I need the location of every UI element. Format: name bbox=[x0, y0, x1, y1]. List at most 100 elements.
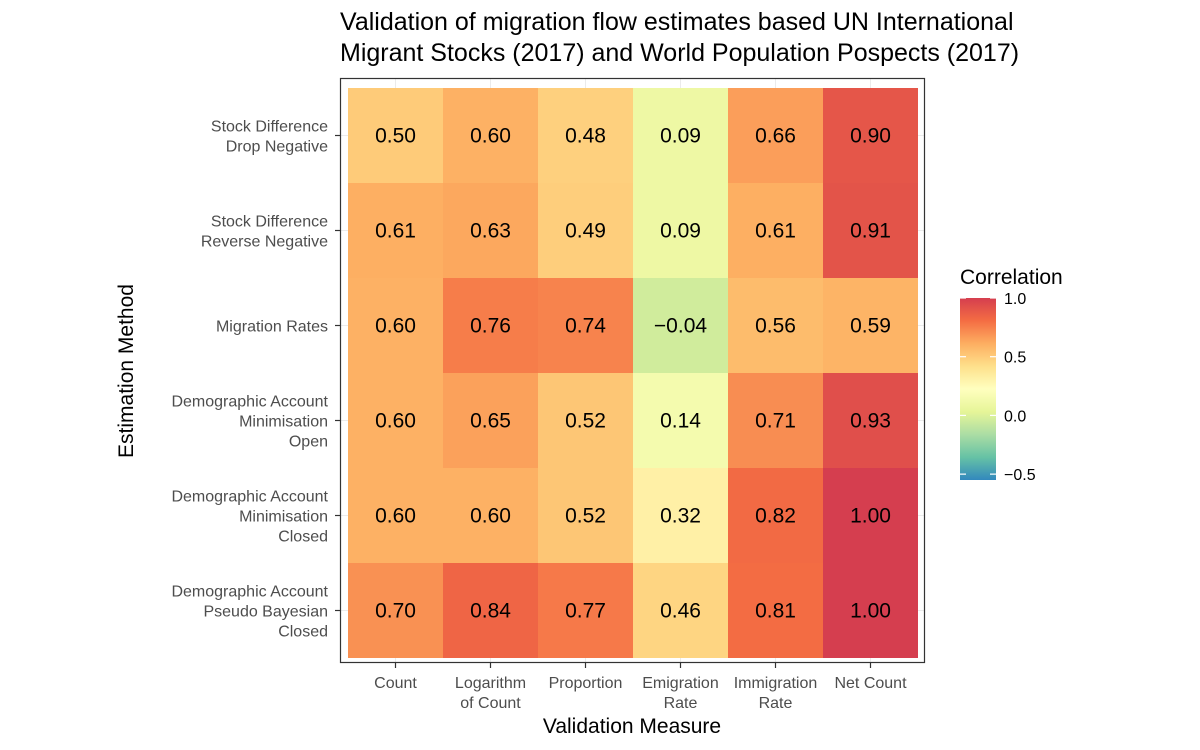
y-tick-label: Closed bbox=[278, 624, 328, 641]
legend-ticks: 1.0 0.5 0.0 −0.5 bbox=[960, 291, 1036, 484]
cell-value-label: 0.60 bbox=[375, 505, 416, 528]
heatmap-cell bbox=[728, 183, 823, 278]
x-tick-label: Emigration bbox=[642, 675, 718, 692]
heatmap-cell bbox=[443, 563, 538, 658]
heatmap-cell bbox=[538, 88, 633, 183]
cell-value-label: 0.61 bbox=[755, 220, 796, 243]
cell-value-label: 0.32 bbox=[660, 505, 701, 528]
heatmap-cell bbox=[728, 468, 823, 563]
heatmap-cell bbox=[728, 278, 823, 373]
x-tick-label: Proportion bbox=[549, 675, 623, 692]
heatmap-cell bbox=[443, 468, 538, 563]
cell-value-label: 0.82 bbox=[755, 505, 796, 528]
heatmap-cell bbox=[633, 563, 728, 658]
x-axis-ticks: Count Logarithm of Count Proportion Emigrati… bbox=[374, 663, 907, 712]
x-tick-label: Logarithm bbox=[455, 675, 526, 692]
y-tick-label: Pseudo Bayesian bbox=[203, 604, 328, 621]
cell-value-label: 0.56 bbox=[755, 315, 796, 338]
cell-value-label: 0.63 bbox=[470, 220, 511, 243]
heatmap-cell bbox=[443, 373, 538, 468]
cell-value-label: 0.81 bbox=[755, 600, 796, 623]
y-tick-label: Stock Difference bbox=[211, 214, 328, 231]
y-tick-label: Minimisation bbox=[239, 509, 328, 526]
heatmap-cell bbox=[538, 183, 633, 278]
y-axis-ticks: Stock Difference Drop Negative Stock Diffe… bbox=[171, 119, 340, 641]
cell-value-label: 0.91 bbox=[850, 220, 891, 243]
heatmap-cell bbox=[348, 88, 443, 183]
cell-value-label: 1.00 bbox=[850, 600, 891, 623]
cell-value-label: 0.09 bbox=[660, 220, 701, 243]
y-tick-label: Drop Negative bbox=[226, 139, 328, 156]
legend-title: Correlation bbox=[960, 266, 1063, 289]
cell-value-label: 0.61 bbox=[375, 220, 416, 243]
cell-value-label: 0.90 bbox=[850, 125, 891, 148]
x-tick-label: of Count bbox=[460, 695, 521, 712]
legend-tick-label: 1.0 bbox=[1004, 291, 1026, 308]
cell-value-label: 0.74 bbox=[565, 315, 606, 338]
x-tick-label: Immigration bbox=[734, 675, 818, 692]
cell-value-label: 0.93 bbox=[850, 410, 891, 433]
legend-colorbar bbox=[960, 298, 996, 480]
cell-value-label: 0.84 bbox=[470, 600, 511, 623]
heatmap-cell bbox=[823, 183, 918, 278]
heatmap-cell bbox=[633, 373, 728, 468]
legend-tick-label: −0.5 bbox=[1004, 467, 1036, 484]
heatmap-cell bbox=[823, 373, 918, 468]
cell-value-label: 0.48 bbox=[565, 125, 606, 148]
y-tick-label: Open bbox=[289, 434, 328, 451]
heatmap-cell bbox=[823, 563, 918, 658]
heatmap-cell bbox=[823, 468, 918, 563]
panel-border bbox=[339, 77, 926, 664]
x-axis-title: Validation Measure bbox=[543, 715, 721, 738]
heatmap-cell bbox=[538, 468, 633, 563]
y-tick-label: Demographic Account bbox=[171, 394, 328, 411]
cell-value-label: 0.59 bbox=[850, 315, 891, 338]
x-tick-label: Net Count bbox=[834, 675, 907, 692]
cell-value-label: −0.04 bbox=[654, 315, 707, 338]
cell-value-label: 0.14 bbox=[660, 410, 701, 433]
legend-tick-label: 0.5 bbox=[1004, 350, 1026, 367]
heatmap-cell bbox=[443, 278, 538, 373]
cell-value-label: 0.60 bbox=[470, 125, 511, 148]
heatmap-cell bbox=[348, 563, 443, 658]
chart-title-line-1: Validation of migration flow estimates b… bbox=[340, 8, 1014, 36]
chart-title-line-2: Migrant Stocks (2017) and World Populati… bbox=[340, 39, 1019, 67]
heatmap-cell bbox=[443, 183, 538, 278]
y-tick-label: Stock Difference bbox=[211, 119, 328, 136]
cell-value-label: 0.71 bbox=[755, 410, 796, 433]
heatmap-cell bbox=[443, 88, 538, 183]
heatmap-cell bbox=[728, 563, 823, 658]
cell-value-label: 0.52 bbox=[565, 410, 606, 433]
x-tick-label: Rate bbox=[664, 695, 698, 712]
heatmap-cell bbox=[633, 278, 728, 373]
y-tick-label: Migration Rates bbox=[216, 319, 328, 336]
y-axis-title: Estimation Method bbox=[115, 284, 138, 458]
heatmap-cell bbox=[823, 88, 918, 183]
legend: Correlation 1.0 0.5 0.0 −0.5 bbox=[960, 266, 1063, 484]
cell-value-label: 0.49 bbox=[565, 220, 606, 243]
y-tick-label: Closed bbox=[278, 529, 328, 546]
cell-value-label: 0.60 bbox=[375, 410, 416, 433]
heatmap-cell bbox=[538, 563, 633, 658]
cell-value-label: 0.09 bbox=[660, 125, 701, 148]
cell-value-label: 0.46 bbox=[660, 600, 701, 623]
heatmap-cell bbox=[728, 88, 823, 183]
heatmap-cell bbox=[348, 278, 443, 373]
heatmap-cell bbox=[348, 373, 443, 468]
heatmap-cell bbox=[728, 373, 823, 468]
x-tick-label: Rate bbox=[759, 695, 793, 712]
cell-value-label: 0.60 bbox=[375, 315, 416, 338]
heatmap-cell bbox=[823, 278, 918, 373]
cell-value-label: 0.52 bbox=[565, 505, 606, 528]
y-tick-label: Demographic Account bbox=[171, 584, 328, 601]
cell-value-label: 0.60 bbox=[470, 505, 511, 528]
heatmap-cells bbox=[348, 88, 918, 658]
cell-value-label: 0.77 bbox=[565, 600, 606, 623]
cell-value-label: 0.50 bbox=[375, 125, 416, 148]
y-tick-label: Reverse Negative bbox=[201, 234, 328, 251]
heatmap-cell bbox=[633, 88, 728, 183]
cell-value-label: 0.66 bbox=[755, 125, 796, 148]
cell-value-label: 0.70 bbox=[375, 600, 416, 623]
heatmap-cell bbox=[633, 183, 728, 278]
y-tick-label: Minimisation bbox=[239, 414, 328, 431]
